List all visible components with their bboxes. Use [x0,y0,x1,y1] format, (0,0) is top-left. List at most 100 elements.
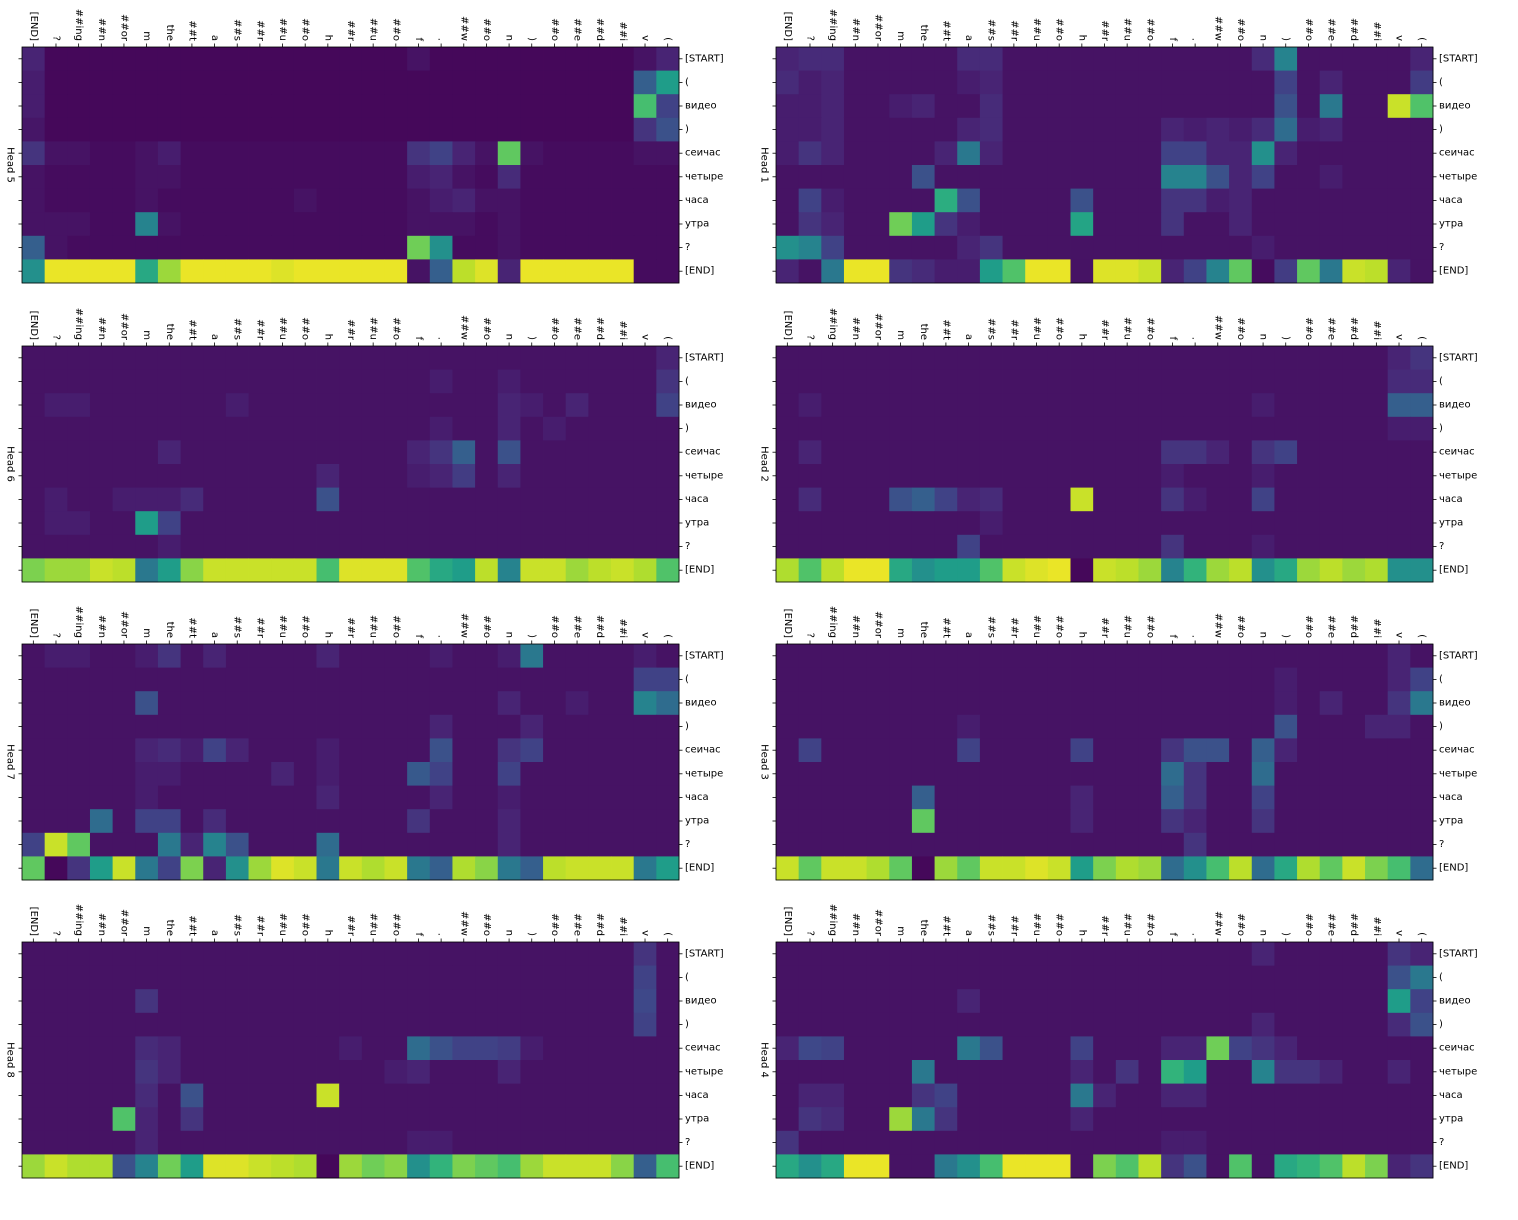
heatmap-cell [497,369,521,394]
x-tick-label: ##u [368,317,379,340]
heatmap-cell [452,809,476,834]
heatmap-cell [1410,511,1434,536]
heatmap-cell [1025,235,1049,260]
heatmap-cell [271,259,295,284]
heatmap-cell [384,440,408,465]
heatmap-cell [776,785,800,810]
y-tick-label: четыре [1439,171,1477,182]
heatmap-cell [843,369,868,394]
heatmap-cell [180,1130,204,1155]
heatmap-cell [633,809,657,834]
heatmap-cell [67,117,91,142]
heatmap-cell [543,369,567,394]
heatmap-cell [934,440,958,465]
heatmap-cell [407,714,431,739]
heatmap-cell [1047,70,1071,95]
heatmap-cell [67,785,91,810]
heatmap-cell [157,346,181,370]
heatmap-cell [611,558,635,583]
x-tick-label: ##d [1348,317,1359,340]
heatmap-cell [44,1012,68,1037]
heatmap-cell [89,762,114,786]
heatmap-cell [44,1083,68,1108]
heatmap-cell [157,141,181,166]
heatmap-cell [889,1060,913,1084]
heatmap-cell [384,464,408,488]
heatmap-cell [611,141,635,166]
heatmap-cell [656,856,680,881]
heatmap-cell [1070,47,1094,71]
heatmap-cell [588,440,612,465]
heatmap-cell [911,762,935,786]
heatmap-panel: [END]? ##ing ##n ##or m the ##t a ##s ##r ##u ##o h #… [759,9,1478,284]
heatmap-cell [1093,785,1117,810]
x-tick-label: the [918,920,929,936]
heatmap-cell [316,1154,340,1179]
heatmap-cell [44,188,68,213]
heatmap-cell [497,809,521,834]
heatmap-cell [1025,346,1049,370]
heatmap-cell [1365,212,1389,237]
heatmap-cell [1002,259,1026,284]
heatmap-cell [1025,1036,1049,1061]
heatmap-cell [934,762,958,786]
heatmap-cell [112,440,136,465]
heatmap-cell [1070,1083,1094,1108]
heatmap-cell [1251,47,1275,71]
heatmap-cell [429,141,453,166]
heatmap-cell [866,47,890,71]
heatmap-cell [1093,117,1117,142]
heatmap-cell [1138,762,1162,786]
heatmap-cell [821,644,845,668]
x-tick-label: ##or [872,909,883,937]
heatmap-cell [316,440,340,465]
heatmap-cell [520,558,544,583]
heatmap-cell [248,440,272,465]
x-tick-label: ##w [1212,613,1223,638]
heatmap-cell [248,117,272,142]
heatmap-cell [1093,487,1117,512]
x-tick-label: ##u [277,317,288,340]
heatmap-cell [1002,235,1026,260]
heatmap-cell [565,1083,589,1108]
heatmap-cell [89,1130,114,1155]
heatmap-cell [565,94,589,119]
heatmap-cell [225,534,249,559]
heatmap-cell [611,393,635,418]
heatmap-cell [1206,440,1230,465]
heatmap-cell [67,738,91,763]
heatmap-cell [1342,1154,1366,1179]
y-tick-label: [END] [1439,1161,1468,1172]
heatmap-cell [1319,1060,1343,1084]
heatmap-cell [67,667,91,692]
heatmap-cell [1365,346,1389,370]
heatmap-cell [339,416,363,441]
heatmap-cell [776,989,800,1014]
heatmap-cell [1047,487,1071,512]
heatmap-cell [22,416,46,441]
heatmap-cell [798,47,822,71]
heatmap-cell [843,714,868,739]
heatmap-cell [225,738,249,763]
heatmap-cell [911,70,935,95]
x-tick-label: . [436,635,447,638]
heatmap-cell [656,188,680,213]
heatmap-cell [384,1107,408,1132]
heatmap-cell [1297,1012,1321,1037]
heatmap-cell [1274,70,1298,95]
heatmap-cell [843,47,868,71]
heatmap-cell [776,1060,800,1084]
heatmap-cell [89,1154,114,1179]
heatmap-cell [89,809,114,834]
heatmap-cell [248,832,272,857]
heatmap-cell [248,369,272,394]
heatmap-cell [225,165,249,189]
heatmap-cell [866,989,890,1014]
heatmap-cell [543,667,567,692]
heatmap-cell [1070,487,1094,512]
heatmap-cell [407,1154,431,1179]
heatmap-cell [1206,259,1230,284]
heatmap-cell [1206,141,1230,166]
heatmap-cell [1025,464,1049,488]
heatmap-cell [1093,165,1117,189]
